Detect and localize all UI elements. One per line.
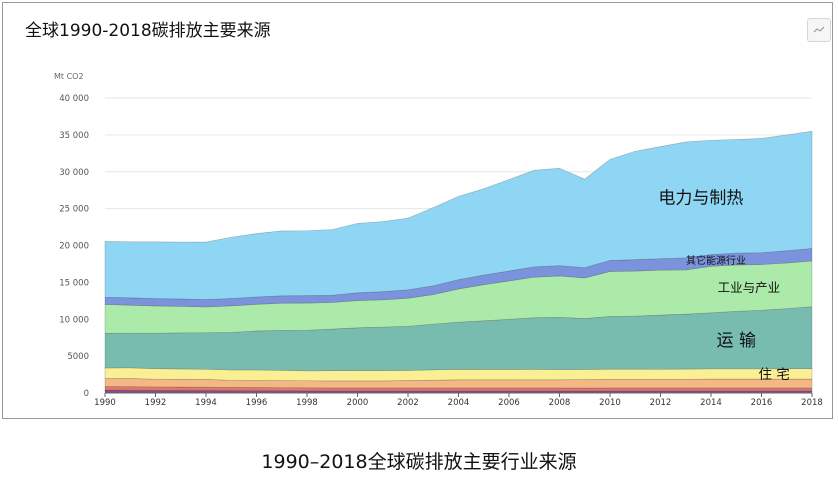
area-series-4[interactable]: [104, 306, 813, 372]
x-tick-label: 2002: [397, 398, 419, 408]
series-label: 运 输: [717, 331, 756, 351]
y-tick-label: 30 000: [59, 168, 89, 178]
y-axis: Mt CO2 0 5000 10 000 15 000 20 000 25 000 30 0…: [54, 72, 89, 399]
x-tick-label: 2000: [347, 398, 369, 408]
chart-title: 全球1990-2018碳排放主要来源: [25, 21, 271, 41]
series-label: 其它能源行业: [686, 254, 746, 267]
y-tick-label: 35 000: [59, 131, 89, 141]
y-tick-label: 5000: [67, 352, 89, 362]
area-series: [104, 130, 813, 394]
area-series-3[interactable]: [104, 367, 813, 382]
area-series-6[interactable]: [104, 248, 813, 308]
y-tick-label: 10 000: [59, 315, 89, 325]
x-tick-label: 1998: [296, 398, 318, 408]
y-tick-label: 25 000: [59, 205, 89, 215]
x-tick-label: 2010: [599, 398, 621, 408]
x-tick-label: 2006: [498, 398, 520, 408]
y-tick-label: 0: [84, 389, 89, 399]
x-tick-label: 2014: [700, 398, 722, 408]
stacked-area-plot: Mt CO2 0 5000 10 000 15 000 20 000 25 000 30 0…: [54, 72, 823, 408]
x-axis: 1990 1992 1994 1996 1998 2000 2002 2004 2006 2008…: [94, 392, 823, 408]
area-series-7[interactable]: [104, 130, 813, 300]
y-tick-label: 15 000: [59, 278, 89, 288]
chart-menu-button[interactable]: [807, 18, 831, 42]
x-tick-label: 2016: [751, 398, 773, 408]
x-tick-label: 1996: [246, 398, 268, 408]
x-tick-label: 2008: [549, 398, 571, 408]
line-chart-icon: [813, 26, 825, 33]
y-axis-label: Mt CO2: [54, 72, 84, 81]
x-tick-label: 2012: [650, 398, 672, 408]
x-tick-label: 1994: [195, 398, 217, 408]
figure-caption: 1990–2018全球碳排放主要行业来源: [261, 451, 577, 473]
x-tick-label: 1992: [145, 398, 167, 408]
x-tick-label: 2018: [801, 398, 823, 408]
series-labels: 住 宅运 输 工业与产业 其它能源行业 电力与制热: [658, 189, 789, 383]
series-label: 住 宅: [758, 367, 789, 383]
y-tick-label: 40 000: [59, 94, 89, 104]
series-label: 工业与产业: [718, 280, 781, 295]
series-label: 电力与制热: [658, 189, 743, 209]
x-tick-label: 1990: [94, 398, 116, 408]
x-tick-label: 2004: [448, 398, 470, 408]
y-tick-label: 20 000: [59, 242, 89, 252]
